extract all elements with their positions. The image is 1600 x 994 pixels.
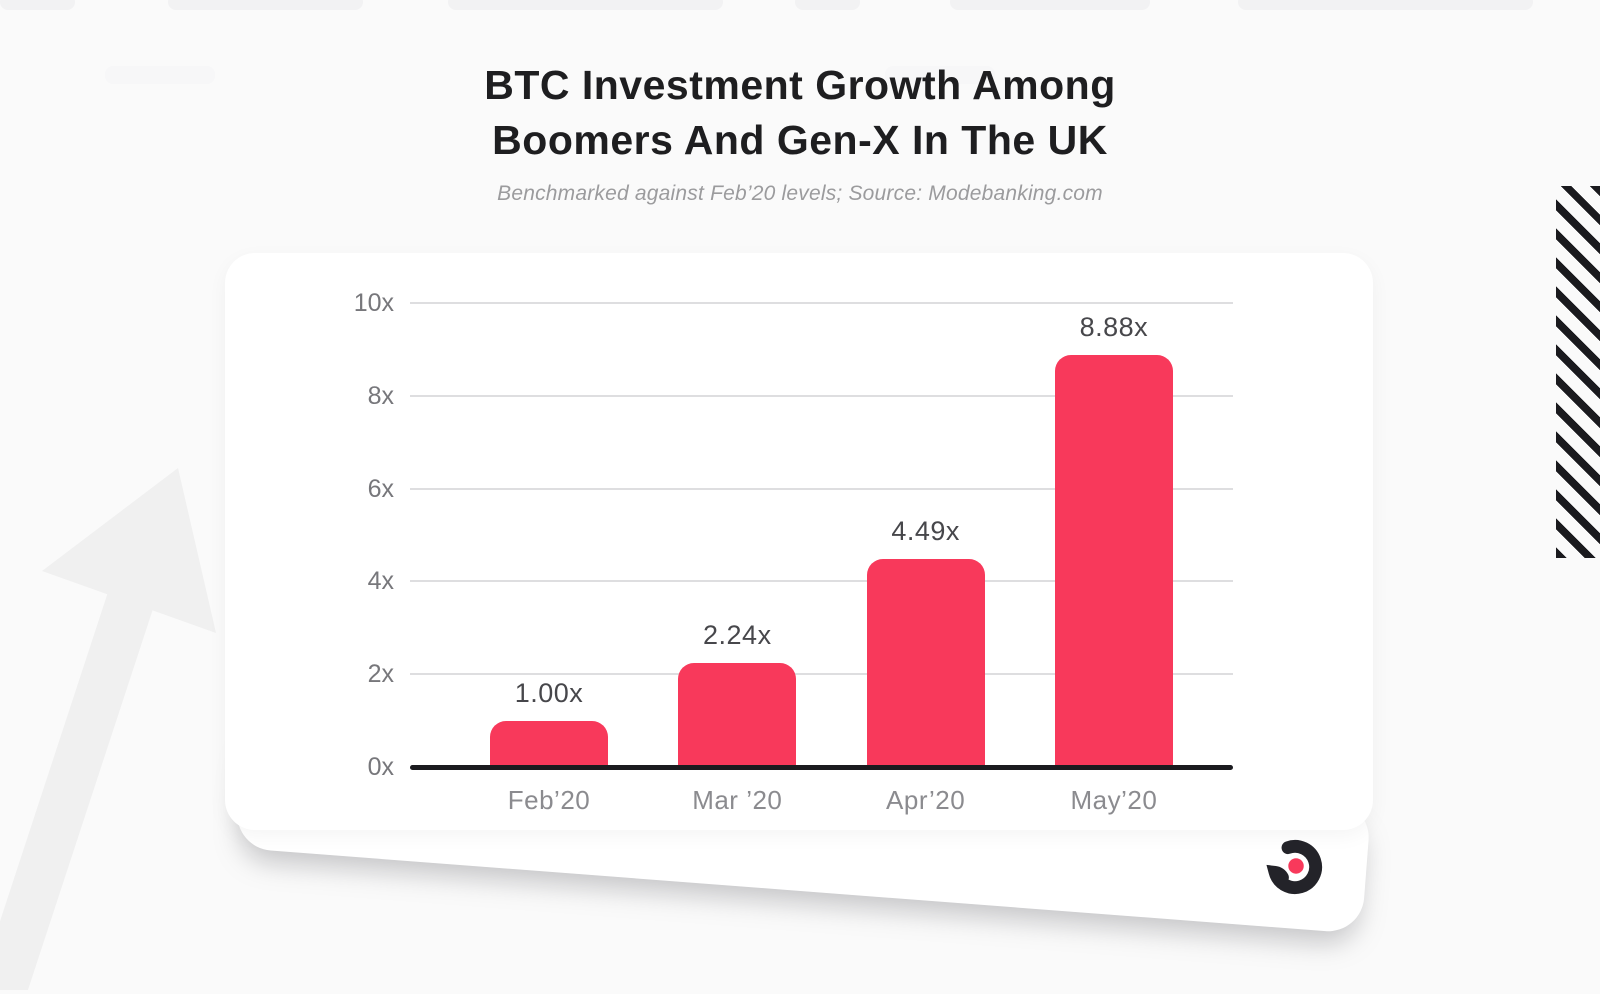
- gridline: [410, 302, 1233, 304]
- bar: [1054, 354, 1173, 767]
- bar: [490, 720, 608, 767]
- page-title: BTC Investment Growth Among Boomers And …: [0, 58, 1600, 168]
- ghost-shape: [105, 66, 215, 84]
- gridline: [410, 394, 1233, 397]
- mode-logo: [1266, 839, 1323, 895]
- ghost-shape: [448, 0, 723, 10]
- ghost-shape: [795, 0, 860, 10]
- y-axis-tick-label: 4x: [367, 567, 394, 596]
- y-axis-tick-label: 2x: [367, 660, 394, 689]
- chart-card: [225, 253, 1373, 830]
- diagonal-stripes-decoration: [1556, 186, 1600, 558]
- bar: [866, 558, 985, 767]
- gridline: [410, 487, 1233, 490]
- ghost-shape: [885, 66, 995, 84]
- gridline: [410, 580, 1233, 583]
- bar-value-label: 1.00x: [514, 677, 584, 708]
- x-axis-label: May’20: [1070, 785, 1158, 815]
- bar-value-label: 2.24x: [703, 620, 772, 651]
- bar-value-label: 8.88x: [1079, 311, 1149, 342]
- gridline: [410, 673, 1233, 676]
- x-axis-line: [410, 765, 1233, 770]
- bar-value-label: 4.49x: [891, 515, 960, 546]
- y-axis-tick-label: 8x: [367, 381, 394, 410]
- y-axis-tick-label: 0x: [367, 753, 394, 781]
- chart: 0x 2x 4x 6x 8x 10x 1.00x Feb’20 2.24x Mar ’20 4.49…: [225, 253, 1373, 830]
- bar: [678, 663, 797, 767]
- ghost-shape: [950, 0, 1150, 10]
- x-axis-label: Feb’20: [507, 785, 591, 815]
- x-axis-label: Apr’20: [886, 785, 966, 815]
- arrow-up-watermark: [0, 468, 216, 990]
- page-subtitle: Benchmarked against Feb’20 levels; Sourc…: [497, 182, 1103, 205]
- ghost-shape: [0, 0, 75, 10]
- y-axis-tick-label: 10x: [353, 289, 394, 317]
- ghost-shape: [1238, 0, 1533, 10]
- title-line-1: BTC Investment Growth Among: [484, 62, 1116, 108]
- y-axis-tick-label: 6x: [367, 474, 394, 503]
- title-line-2: Boomers And Gen-X In The UK: [492, 117, 1108, 163]
- header: BTC Investment Growth Among Boomers And …: [0, 0, 1600, 206]
- ghost-shape: [168, 0, 363, 10]
- logo-dot: [1288, 858, 1304, 874]
- x-axis-label: Mar ’20: [692, 785, 783, 815]
- logo-ring: [1266, 839, 1323, 895]
